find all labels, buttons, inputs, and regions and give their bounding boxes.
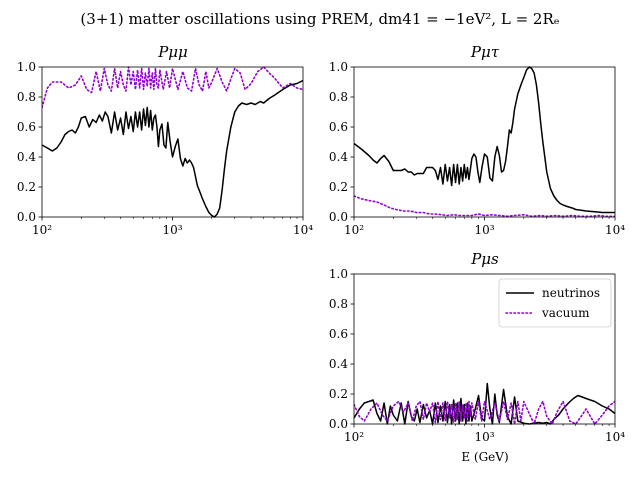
y-tick-label: 0.6 [329,120,348,134]
panel-title-pmumu: Pμμ [157,43,188,61]
chart-panel-pmumu: Pμμ 0.0 0.2 0.4 0.6 0.8 1.0 10² 10³ 10⁴ [17,43,313,237]
figure-title: (3+1) matter oscillations using PREM, dm… [80,10,559,28]
panel-title-pmutau: Pμτ [470,43,500,61]
y-tick-label: 0.4 [17,150,36,164]
y-tick-label: 0.2 [17,180,36,194]
y-tick-label: 0.0 [329,210,348,224]
y-tick-label: 0.0 [17,210,36,224]
y-tick-label: 0.6 [17,120,36,134]
series-line-vacuum [354,400,615,425]
x-tick-label: 10² [344,223,364,237]
y-tick-label: 1.0 [17,60,36,74]
panel-title-pmus: Pμs [470,250,499,268]
y-tick-label: 0.8 [329,297,348,311]
axes-frame [353,66,616,218]
x-tick-label: 10³ [474,430,494,444]
legend-label-vacuum: vacuum [541,306,590,320]
series-line-vacuum [354,195,615,218]
series-line-neutrinos [42,79,303,218]
y-tick-label: 0.8 [17,90,36,104]
y-tick-label: 0.6 [329,327,348,341]
x-axis-label: E (GeV) [461,450,508,464]
y-tick-label: 0.8 [329,90,348,104]
y-tick-label: 0.0 [329,417,348,431]
axes-frame [41,66,304,218]
x-tick-label: 10² [32,223,52,237]
y-tick-label: 1.0 [329,60,348,74]
y-tick-label: 1.0 [329,267,348,281]
x-tick-label: 10⁴ [605,223,625,237]
legend-box [498,278,612,328]
x-tick-label: 10³ [162,223,182,237]
x-tick-label: 10² [344,430,364,444]
y-tick-label: 0.2 [329,387,348,401]
chart-panel-pmus: Pμs E (GeV) 0.0 0.2 0.4 0.6 0.8 1.0 10² 10³ 10⁴ n… [329,250,625,464]
legend-label-neutrinos: neutrinos [542,286,600,300]
y-tick-label: 0.4 [329,150,348,164]
y-tick-label: 0.2 [329,180,348,194]
y-tick-label: 0.4 [329,357,348,371]
x-tick-label: 10³ [474,223,494,237]
x-tick-label: 10⁴ [293,223,313,237]
series-line-vacuum [42,66,303,109]
series-line-neutrinos [354,66,615,214]
x-tick-label: 10⁴ [605,430,625,444]
chart-panel-pmutau: Pμτ 0.0 0.2 0.4 0.6 0.8 1.0 10² 10³ 10⁴ [329,43,625,237]
legend: neutrinos vacuum [498,278,612,328]
